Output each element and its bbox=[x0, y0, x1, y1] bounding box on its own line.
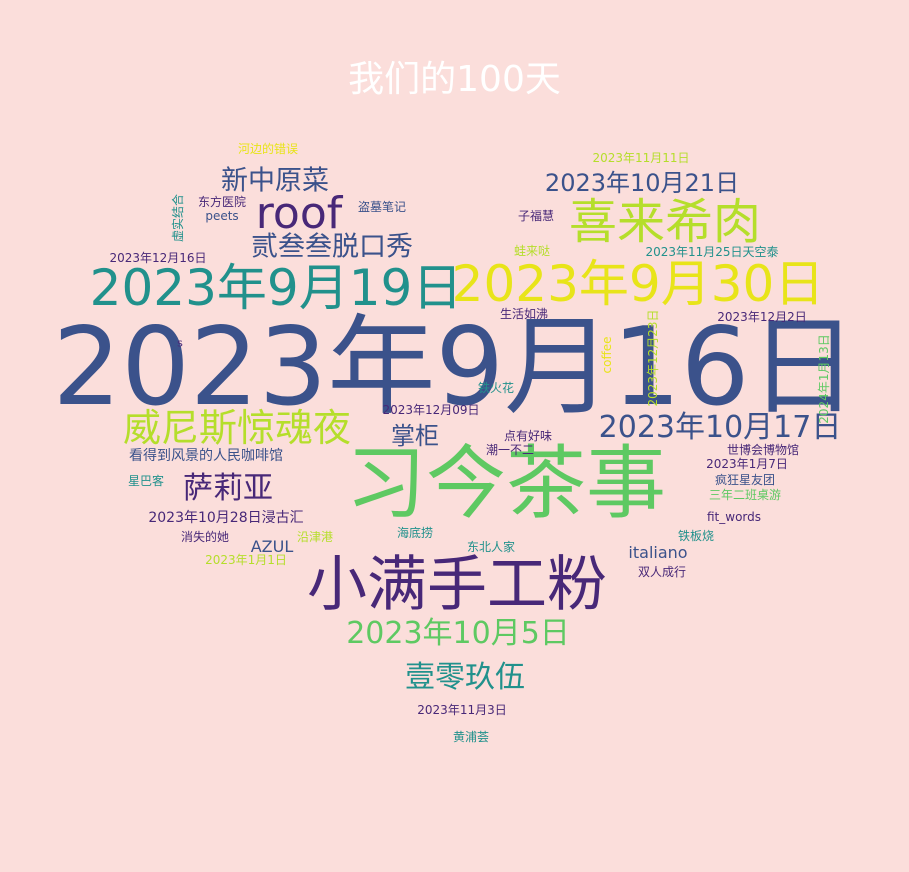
word-cloud-word: 铁火花 bbox=[477, 381, 515, 395]
word-cloud-word: 虚实结合 bbox=[171, 193, 185, 243]
word-cloud-word: 贰叁叁脱口秀 bbox=[251, 231, 413, 263]
word-cloud-word: 掌柜 bbox=[391, 422, 439, 450]
word-cloud-word: 东方医院 bbox=[197, 195, 247, 209]
word-cloud-word: 潮一不二 bbox=[485, 443, 535, 457]
word-cloud-word: 沿津港 bbox=[296, 530, 334, 544]
word-cloud-word: 喜来希肉 bbox=[568, 194, 762, 250]
word-cloud-word: 2023年12月23日 bbox=[646, 309, 660, 407]
word-cloud-word: 东北人家 bbox=[466, 540, 516, 554]
word-cloud-word: 2023年11月11日 bbox=[592, 151, 690, 165]
word-cloud-word: AZUL bbox=[250, 537, 294, 556]
word-cloud-word: s bbox=[177, 336, 183, 350]
word-cloud-word: 2023年12月09日 bbox=[382, 403, 480, 417]
word-cloud-word: coffee bbox=[600, 336, 614, 374]
word-cloud-word: 小满手工粉 bbox=[307, 550, 607, 620]
word-cloud-word: 三年二班桌游 bbox=[708, 488, 782, 502]
word-cloud-word: 海底捞 bbox=[396, 526, 434, 540]
word-cloud-word: 2023年11月25日天空泰 bbox=[645, 245, 779, 259]
word-cloud-word: 看得到风景的人民咖啡馆 bbox=[129, 448, 283, 464]
word-cloud-word: italiano bbox=[628, 543, 688, 562]
word-cloud-word: peets bbox=[205, 209, 239, 223]
word-cloud-word: 威尼斯惊魂夜 bbox=[122, 406, 352, 450]
word-cloud-word: 2023年11月3日 bbox=[417, 703, 507, 717]
word-cloud-word: 2023年10月21日 bbox=[544, 169, 740, 197]
word-cloud-word: 子福慧 bbox=[517, 209, 555, 223]
word-cloud-word: 黄浦荟 bbox=[452, 730, 490, 744]
word-cloud-title: 我们的100天 bbox=[348, 59, 561, 100]
word-cloud-word: 新中原菜 bbox=[221, 165, 329, 197]
word-cloud-word: fit_words bbox=[706, 510, 762, 524]
word-cloud-word: roof bbox=[255, 188, 343, 239]
word-cloud-word: 2023年9月19日 bbox=[89, 259, 463, 317]
word-cloud-word: 蛙来哒 bbox=[513, 244, 551, 258]
word-cloud-word: 消失的她 bbox=[180, 530, 230, 544]
word-cloud-word: 2024年1月13日 bbox=[817, 334, 831, 424]
word-cloud-word: 星巴客 bbox=[127, 474, 165, 488]
word-cloud-word: 2023年10月5日 bbox=[346, 616, 570, 651]
word-cloud-word: 萨莉亚 bbox=[183, 471, 273, 506]
word-cloud-word: 世博会博物馆 bbox=[726, 443, 800, 457]
word-cloud-word: 生活如沸 bbox=[499, 307, 549, 321]
word-cloud-word: 双人成行 bbox=[637, 565, 687, 579]
word-cloud-word: 2023年10月28日浸古汇 bbox=[148, 510, 304, 526]
word-cloud-word: 盗墓笔记 bbox=[357, 200, 407, 214]
word-cloud-word: 2023年9月30日 bbox=[451, 255, 825, 313]
word-cloud-word: 2023年12月16日 bbox=[109, 251, 207, 265]
word-cloud-word: 2023年10月17日 bbox=[598, 410, 842, 445]
word-cloud-word: 2023年1月1日 bbox=[205, 553, 287, 567]
word-cloud-word: 疯狂星友团 bbox=[714, 473, 776, 487]
word-cloud-word: 铁板烧 bbox=[677, 529, 715, 543]
word-cloud-word: 2023年9月16日 bbox=[52, 305, 858, 430]
word-cloud-word: 壹零玖伍 bbox=[405, 660, 525, 695]
word-cloud-word: 河边的错误 bbox=[237, 142, 299, 156]
word-cloud-word: 习今茶事 bbox=[346, 437, 666, 530]
word-cloud-word: 点有好味 bbox=[503, 429, 553, 443]
word-cloud-word: 2023年1月7日 bbox=[706, 457, 788, 471]
word-cloud-word: 2023年12月2日 bbox=[717, 310, 807, 324]
